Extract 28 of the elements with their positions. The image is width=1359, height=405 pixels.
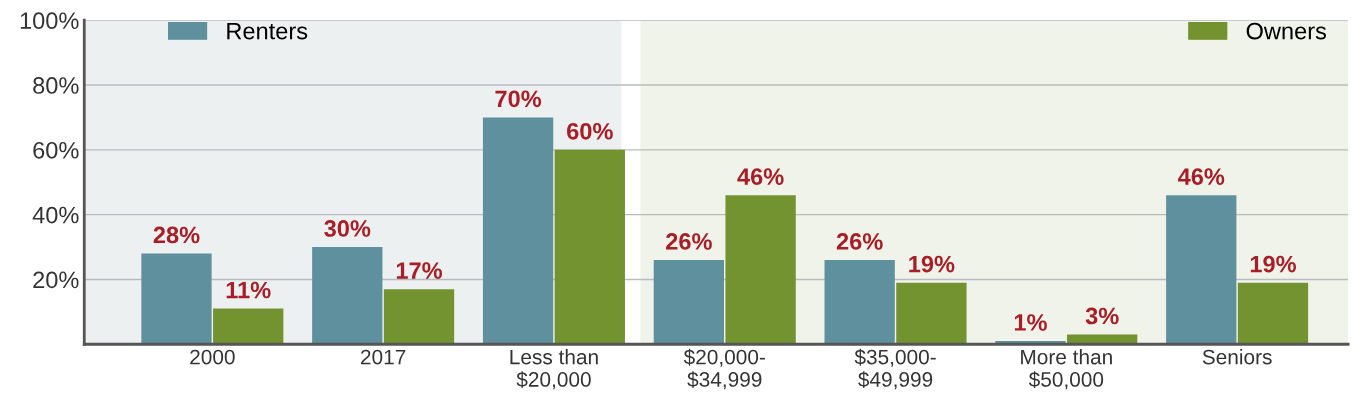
x-tick-label: 2000 — [190, 349, 235, 365]
data-label: 19% — [909, 255, 955, 273]
x-tick-label: $35,000- $49,999 — [854, 348, 936, 390]
y-tick-label: 20% — [33, 271, 79, 289]
data-label: 46% — [737, 168, 784, 185]
x-tick-label: 2017 — [361, 349, 406, 365]
y-tick-label: 60% — [33, 141, 79, 159]
data-label: 19% — [1250, 255, 1296, 273]
y-tick-label: 100% — [20, 12, 79, 30]
data-label: 26% — [666, 233, 712, 250]
x-tick-label: More than $50,000 — [1021, 349, 1112, 390]
y-tick-label: 80% — [33, 77, 79, 94]
data-label: 1% — [1014, 314, 1047, 331]
y-tick-label: 40% — [32, 206, 79, 224]
x-tick-label: Seniors — [1202, 349, 1272, 365]
data-label: 70% — [495, 90, 542, 108]
data-label: 11% — [226, 281, 271, 299]
x-tick-label: Less than $20,000 — [510, 349, 598, 390]
data-label: 28% — [153, 226, 200, 244]
data-label: 17% — [396, 262, 443, 279]
x-tick-label: $20,000- $34,999 — [683, 348, 765, 390]
data-label: 26% — [836, 233, 883, 250]
legend-label: Renters — [227, 22, 308, 40]
data-label: 30% — [324, 220, 371, 237]
data-label: 46% — [1177, 168, 1225, 185]
data-label: 60% — [567, 122, 613, 140]
data-label: 3% — [1085, 307, 1119, 325]
legend-label: Owners — [1246, 22, 1327, 40]
